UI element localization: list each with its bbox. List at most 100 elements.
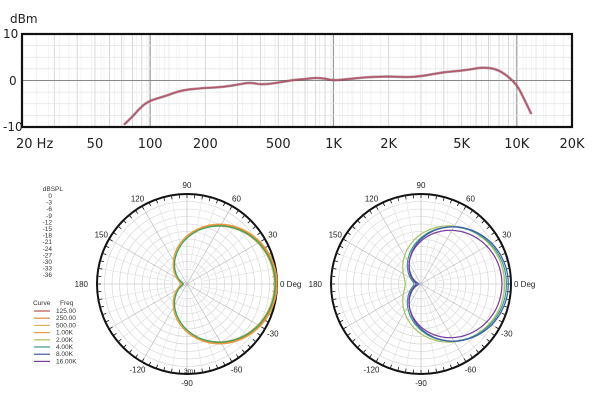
polar-tick (113, 332, 117, 336)
polar-tick (123, 220, 127, 224)
polar-tick (98, 267, 103, 270)
polar-tick (362, 214, 367, 219)
polar-spoke (342, 283, 422, 330)
polar-tick (108, 238, 113, 242)
polar-spoke (171, 195, 185, 269)
polar-tick (333, 305, 339, 308)
polar-tick (102, 252, 107, 255)
polar-spoke (202, 289, 272, 316)
x-tick-label: 1K (325, 137, 342, 152)
polar-left-grid (96, 193, 278, 375)
angle-label: -120 (363, 366, 380, 375)
polar-tick (347, 232, 351, 236)
polar-spoke (128, 214, 177, 272)
polar-tick (257, 232, 261, 236)
radial-tick-label: -30 (43, 259, 53, 266)
polar-tick (148, 361, 152, 366)
distance-label: 3m (184, 368, 193, 375)
polar-spoke (108, 283, 188, 330)
polar-tick (102, 313, 107, 316)
polar-tick (155, 199, 158, 204)
polar-tick (229, 205, 233, 210)
polar-series-line (173, 224, 277, 344)
polar-tick (357, 344, 361, 348)
legend-header-freq: Freq (60, 300, 74, 307)
angle-label: 30 (268, 231, 277, 240)
x-tick-label: 50 (87, 137, 104, 152)
polar-tick (247, 220, 251, 224)
polar-tick (501, 313, 506, 316)
polar-tick (229, 358, 233, 363)
radial-tick-label: -12 (43, 219, 53, 226)
polar-spoke (202, 286, 276, 300)
x-tick-labels: 20 Hz 50 100 200 500 1K 2K 5K 10K 20K (16, 137, 585, 152)
angle-label: 180 (309, 280, 323, 289)
polar-tick (389, 199, 392, 204)
polar-tick (99, 305, 105, 308)
angle-label: -30 (267, 330, 279, 339)
polar-tick (117, 225, 122, 230)
polar-tick (201, 368, 204, 373)
polar-tick (469, 210, 473, 214)
polar-spoke (375, 205, 422, 285)
polar-spoke (117, 294, 175, 343)
polar-tick (463, 358, 467, 363)
radial-tick-label: -21 (43, 239, 53, 246)
polar-tick (342, 326, 347, 330)
angle-label: 90 (417, 181, 426, 190)
y-axis-label: dBm (10, 12, 38, 26)
polar-spoke (141, 283, 188, 363)
polar-tick (339, 245, 344, 249)
polar-tick (357, 220, 361, 224)
polar-tick (235, 354, 239, 358)
polar-spoke (420, 205, 467, 285)
polar-spoke (102, 252, 172, 279)
polar-spoke (98, 268, 172, 282)
radial-tick-label: -9 (46, 213, 52, 220)
polar-tick (382, 361, 386, 366)
polar-tick (208, 366, 211, 372)
radial-tick-label: -6 (46, 206, 52, 213)
polar-tick (463, 205, 467, 210)
radial-tick-label: -15 (43, 226, 53, 233)
radial-tick-label: -27 (43, 252, 53, 259)
radial-tick-label: -36 (43, 272, 53, 279)
polar-tick (351, 338, 356, 343)
polar-left-series (172, 223, 278, 345)
polar-spoke (389, 199, 416, 269)
angle-label: 30 (502, 231, 511, 240)
angle-label: -60 (231, 366, 243, 375)
polar-tick (491, 232, 495, 236)
polar-tick (486, 225, 491, 230)
radial-tick-label: -24 (43, 246, 53, 253)
radial-tick-label: -33 (43, 266, 53, 273)
polar-tick (486, 338, 491, 343)
polar-tick (491, 332, 495, 336)
polar-tick (442, 366, 445, 372)
angle-label: -30 (501, 330, 513, 339)
legend-entry-freq: 8.00K (56, 351, 74, 358)
angle-label: 150 (95, 231, 109, 240)
polar-right-series (402, 225, 509, 343)
x-tick-label: 100 (138, 137, 163, 152)
polar-spoke (197, 214, 246, 272)
polar-tick (332, 298, 337, 301)
radial-tick-label: 0 (48, 193, 52, 200)
angle-label: 180 (75, 280, 89, 289)
polar-tick (481, 220, 485, 224)
polar-spoke (351, 225, 409, 274)
radial-tick-label: -3 (46, 200, 52, 207)
angle-label: 0 Deg (280, 280, 301, 289)
angle-label: -60 (465, 366, 477, 375)
polar-left-angle-labels: 90 60 30 0 Deg -30 -60 -90 -120 180 150 120 (75, 181, 302, 388)
polar-tick (469, 354, 473, 358)
polar-spoke (202, 252, 272, 279)
polar-tick (450, 364, 453, 369)
polar-spoke (332, 286, 406, 300)
y-tick-label: 0 (9, 74, 17, 88)
polar-tick (128, 349, 133, 354)
polar-spoke (351, 294, 409, 343)
polar-tick (339, 319, 344, 323)
polar-right-grid (330, 193, 512, 375)
polar-tick (170, 368, 173, 373)
